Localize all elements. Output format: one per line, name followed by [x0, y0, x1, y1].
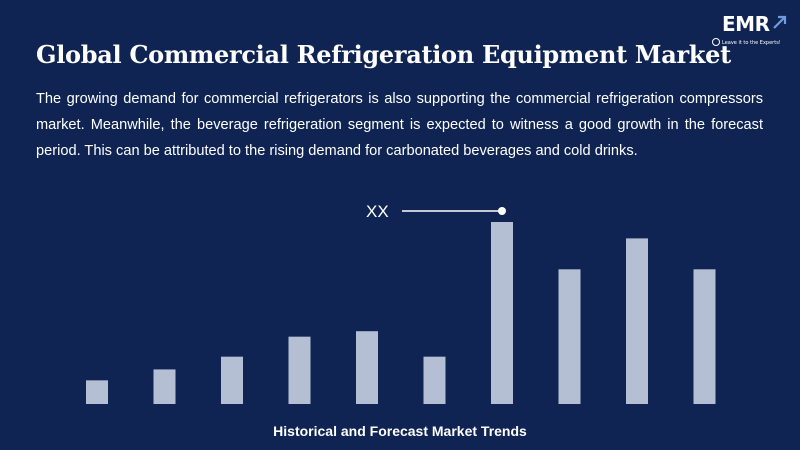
logo-circle-icon — [712, 38, 720, 46]
annotation-label: XX — [366, 202, 389, 221]
arrow-up-right-icon — [773, 15, 787, 29]
bar-6 — [423, 356, 446, 404]
bar-5 — [356, 331, 378, 404]
bar-3 — [221, 356, 243, 404]
description-paragraph: The growing demand for commercial refrig… — [36, 91, 763, 159]
logo-name: EMR — [722, 12, 770, 36]
logo-tagline: Leave it to the Experts! — [722, 40, 781, 46]
annotation-dot — [498, 207, 506, 215]
bar-1 — [86, 380, 108, 404]
bar-10 — [693, 269, 716, 404]
page-title: Global Commercial Refrigeration Equipmen… — [36, 40, 731, 69]
emr-logo: EMR Leave it to the Experts! — [708, 10, 796, 54]
bar-2 — [153, 369, 176, 404]
bar-7 — [491, 222, 513, 404]
bar-8 — [558, 269, 581, 404]
bar-4 — [288, 336, 311, 404]
chart-caption: Historical and Forecast Market Trends — [273, 423, 527, 439]
bar-9 — [626, 238, 648, 404]
